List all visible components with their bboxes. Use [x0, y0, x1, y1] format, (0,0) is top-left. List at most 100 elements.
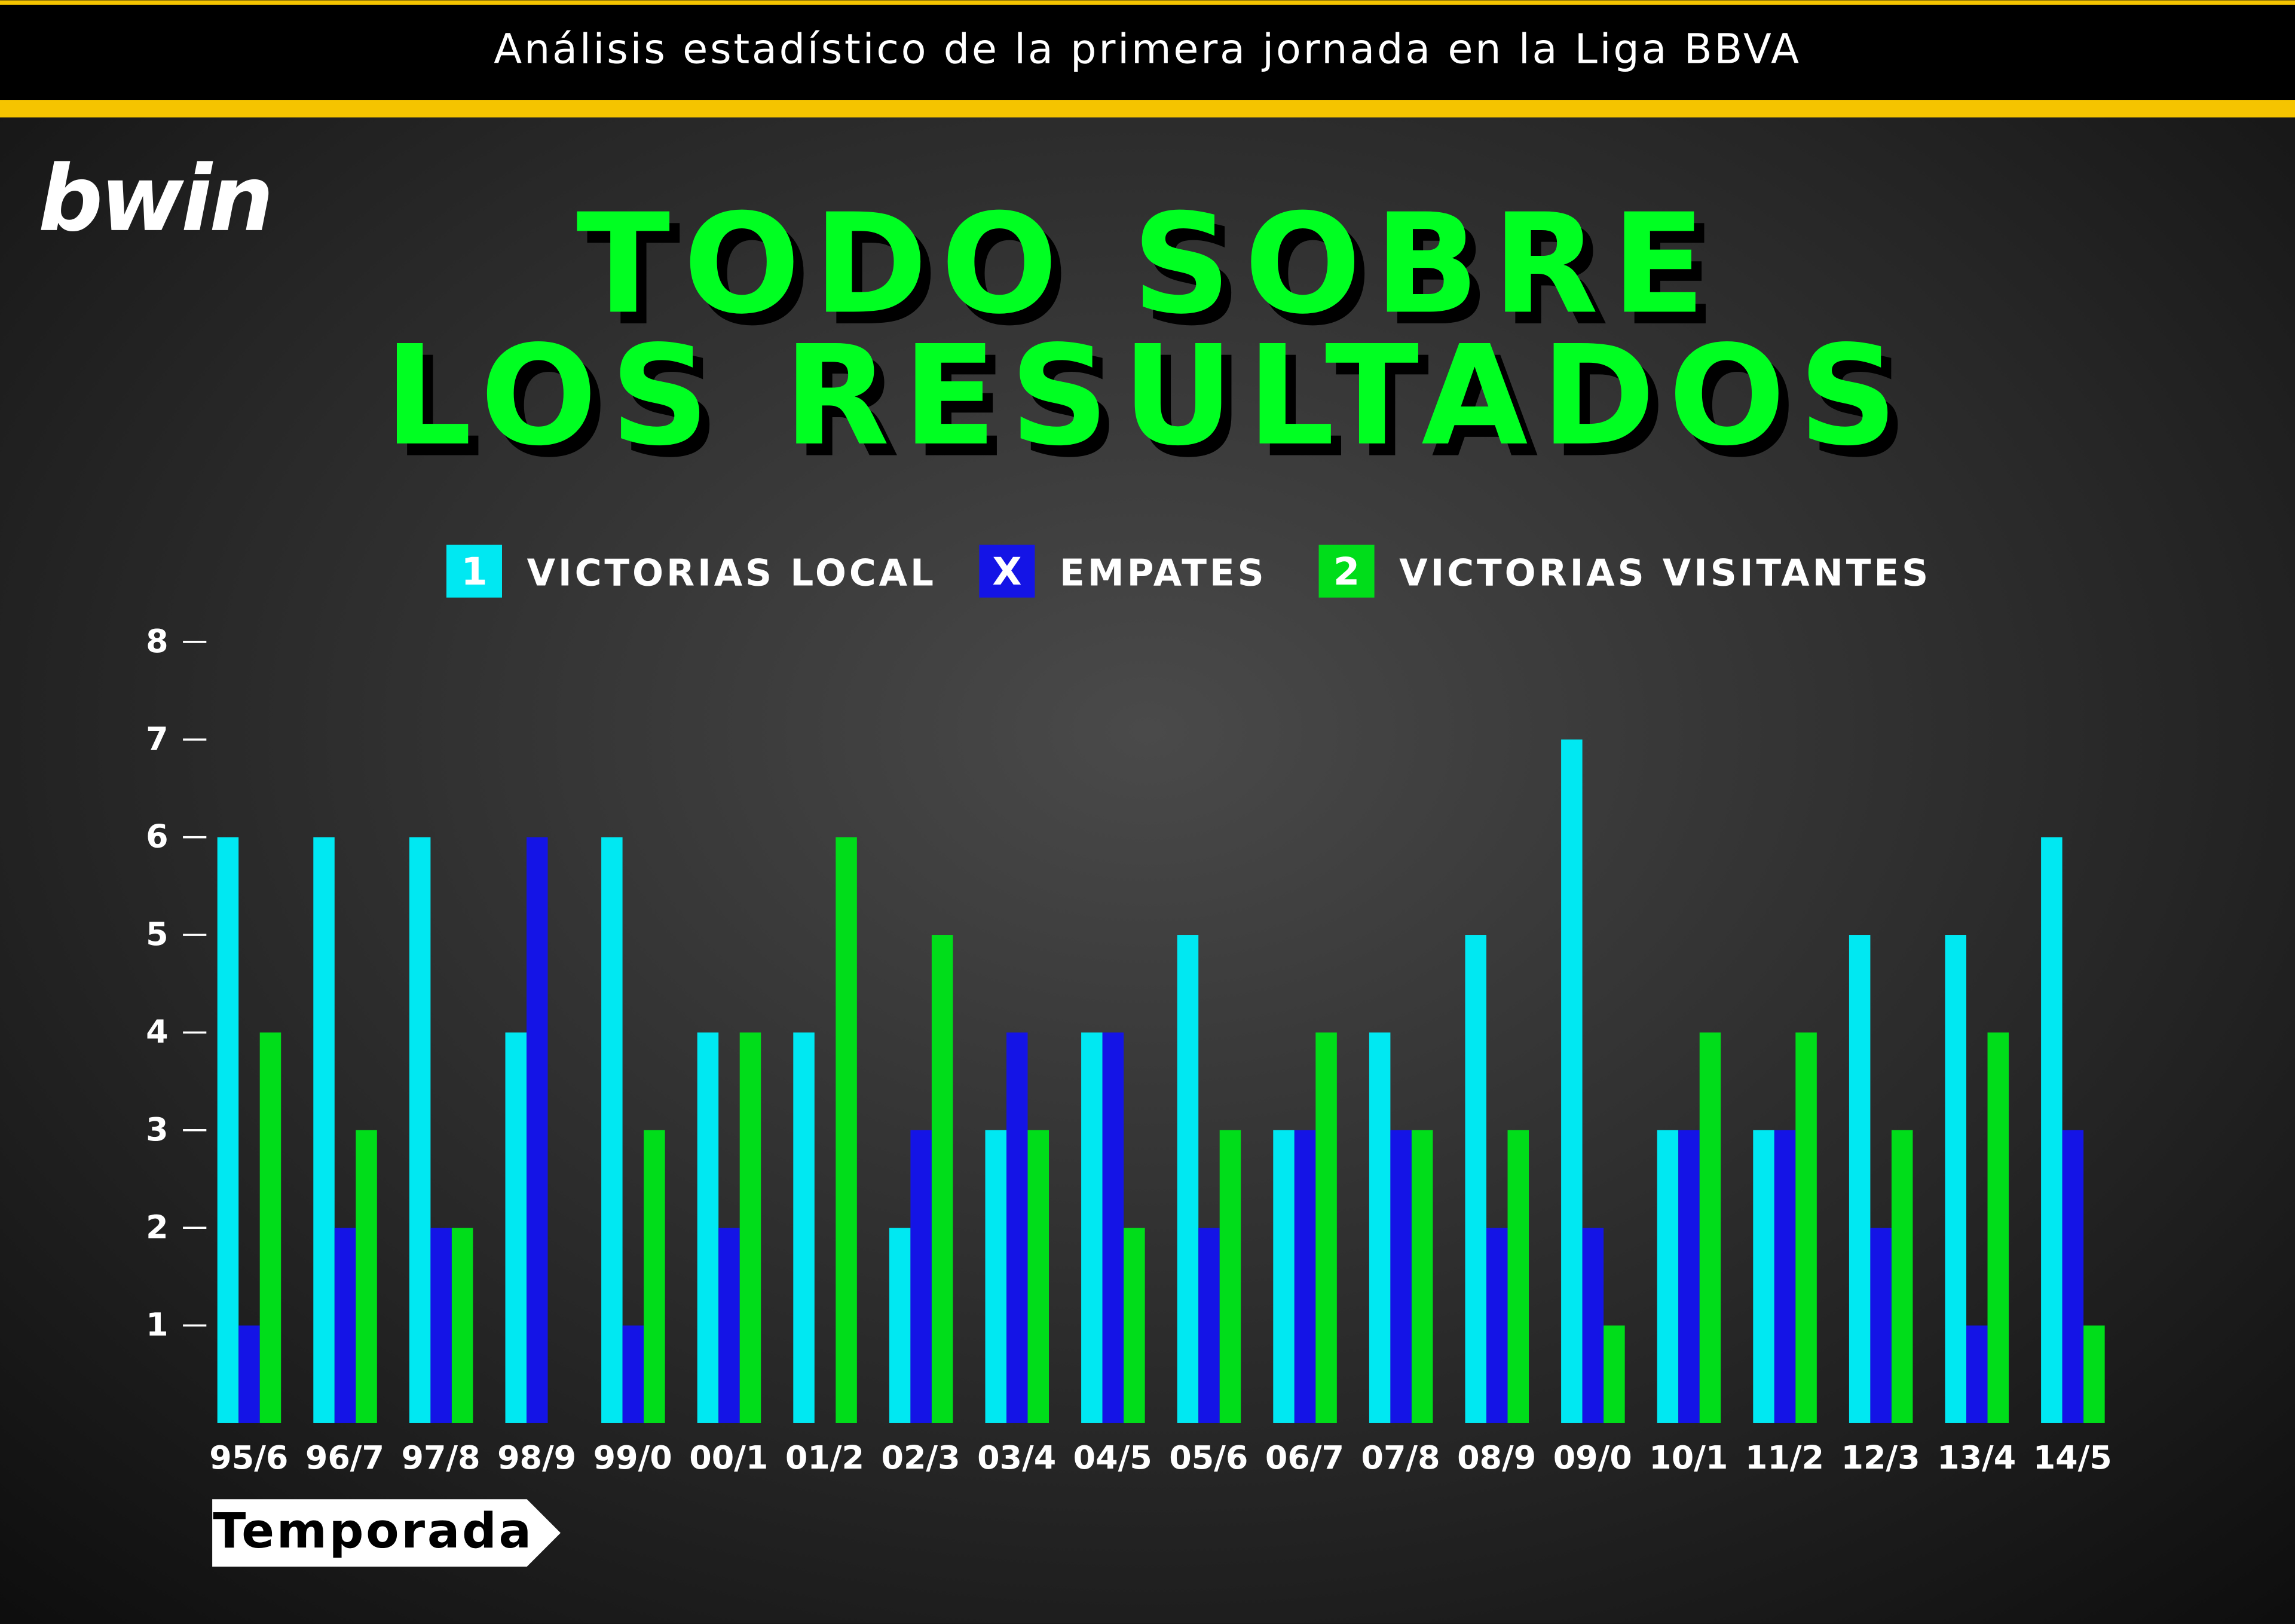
x-tick-label: 04/5	[1073, 1439, 1152, 1476]
bar	[1507, 1130, 1529, 1423]
x-tick-label: 07/8	[1361, 1439, 1440, 1476]
bar	[1369, 1032, 1391, 1423]
x-tick-label: 11/2	[1745, 1439, 1824, 1476]
bar	[526, 837, 548, 1423]
x-tick-label: 03/4	[977, 1439, 1056, 1476]
x-tick-label: 99/0	[593, 1439, 672, 1476]
y-tick-label: 6	[146, 818, 168, 855]
bar	[1699, 1032, 1721, 1423]
bar	[644, 1130, 665, 1423]
bar	[1966, 1325, 1988, 1423]
bar	[1465, 935, 1487, 1423]
bar	[1774, 1130, 1796, 1423]
bar	[910, 1130, 932, 1423]
bar	[1849, 935, 1871, 1423]
bar	[697, 1032, 719, 1423]
y-tick-label: 3	[146, 1111, 168, 1148]
x-tick-label: 96/7	[305, 1439, 384, 1476]
y-tick-label: 1	[146, 1306, 168, 1344]
bar	[1273, 1130, 1295, 1423]
x-tick-label: 05/6	[1169, 1439, 1248, 1476]
chart-title: TODO SOBRE	[576, 184, 1718, 344]
bar	[505, 1032, 527, 1423]
bar	[1604, 1325, 1625, 1423]
bar	[1753, 1130, 1774, 1423]
x-tick-label: 08/9	[1457, 1439, 1536, 1476]
bar	[313, 837, 335, 1423]
x-label-box	[212, 1499, 561, 1567]
bar	[1657, 1130, 1679, 1423]
bar	[1219, 1130, 1241, 1423]
header-bar	[0, 0, 2295, 100]
bar	[1102, 1032, 1124, 1423]
bar	[718, 1228, 740, 1423]
bar	[1177, 935, 1199, 1423]
x-tick-label: 06/7	[1265, 1439, 1344, 1476]
bar	[238, 1325, 260, 1423]
bar	[1870, 1228, 1892, 1423]
chart-title: LOS RESULTADOS	[384, 316, 1911, 476]
legend-marker: 1	[461, 550, 487, 594]
title-shadow: TODO SOBRE	[586, 196, 1728, 356]
title-group: TODO SOBRE TODO SOBRE LOS RESULTADOS LOS…	[384, 184, 1921, 488]
bar	[931, 935, 953, 1423]
bar	[985, 1130, 1006, 1423]
bar	[889, 1228, 911, 1423]
x-tick-label: 02/3	[881, 1439, 960, 1476]
header-line	[0, 100, 2295, 118]
legend-swatch	[446, 545, 502, 598]
header-title: Análisis estadístico de la primera jorna…	[494, 25, 1801, 73]
bar	[1006, 1032, 1028, 1423]
bar	[793, 1032, 815, 1423]
bar	[1027, 1130, 1049, 1423]
header-top-line	[0, 0, 2295, 5]
bar	[2083, 1325, 2105, 1423]
bar	[334, 1228, 356, 1423]
bar	[1294, 1130, 1316, 1423]
title-shadow: LOS RESULTADOS	[394, 328, 1921, 488]
y-tick-label: 5	[146, 915, 168, 953]
x-tick-label: 13/4	[1937, 1439, 2016, 1476]
bar	[1561, 739, 1583, 1423]
bar	[217, 837, 239, 1423]
bar	[836, 837, 857, 1423]
bar	[1678, 1130, 1700, 1423]
bar	[1315, 1032, 1337, 1423]
x-tick-label: 97/8	[401, 1439, 480, 1476]
bar	[259, 1032, 281, 1423]
y-tick-label: 4	[146, 1013, 168, 1051]
bar	[1891, 1130, 1913, 1423]
bar	[1945, 935, 1967, 1423]
legend-label: VICTORIAS LOCAL	[527, 552, 937, 595]
bar	[1486, 1228, 1508, 1423]
bar	[409, 837, 431, 1423]
x-tick-label: 98/9	[497, 1439, 576, 1476]
legend-swatch	[1318, 545, 1375, 598]
x-tick-label: 95/6	[209, 1439, 288, 1476]
x-tick-label: 00/1	[689, 1439, 768, 1476]
legend-swatch	[979, 545, 1035, 598]
y-tick-label: 8	[146, 622, 168, 660]
x-tick-label: 10/1	[1649, 1439, 1728, 1476]
bar	[1124, 1228, 1145, 1423]
x-tick-label: 14/5	[2033, 1439, 2112, 1476]
bar	[1198, 1228, 1220, 1423]
bar	[1582, 1228, 1604, 1423]
bar	[601, 837, 623, 1423]
bar	[2041, 837, 2063, 1423]
y-tick-label: 7	[146, 720, 168, 757]
logo: bwin	[38, 146, 271, 252]
bar	[1390, 1130, 1412, 1423]
bar	[1795, 1032, 1817, 1423]
x-tick-label: 01/2	[785, 1439, 864, 1476]
x-tick-label: 12/3	[1841, 1439, 1920, 1476]
legend-marker: X	[992, 550, 1021, 594]
legend-label: VICTORIAS VISITANTES	[1399, 552, 1931, 595]
bar	[739, 1032, 761, 1423]
bar	[1411, 1130, 1433, 1423]
bar	[451, 1228, 473, 1423]
legend-marker: 2	[1333, 550, 1360, 594]
bar	[356, 1130, 377, 1423]
